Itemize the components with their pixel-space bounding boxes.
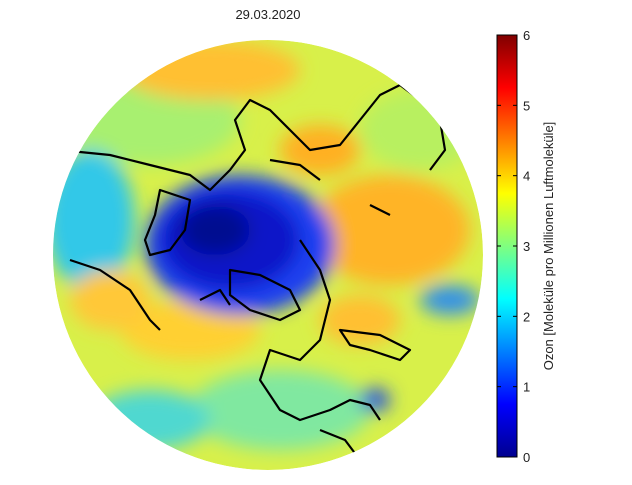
colorbar-tick-label: 4 (523, 169, 530, 184)
colorbar-label: Ozon [Moleküle pro Millionen Luftmolekül… (541, 122, 556, 371)
colorbar-tick-label: 3 (523, 239, 530, 254)
ozone-field (53, 40, 483, 470)
colorbar-tick-label: 5 (523, 98, 530, 113)
colorbar-tick-label: 1 (523, 380, 530, 395)
colorbar-tick-label: 6 (523, 28, 530, 43)
map-title: 29.03.2020 (235, 7, 300, 22)
colorbar-tick-label: 2 (523, 309, 530, 324)
colorbar-tick-label: 0 (523, 450, 530, 465)
